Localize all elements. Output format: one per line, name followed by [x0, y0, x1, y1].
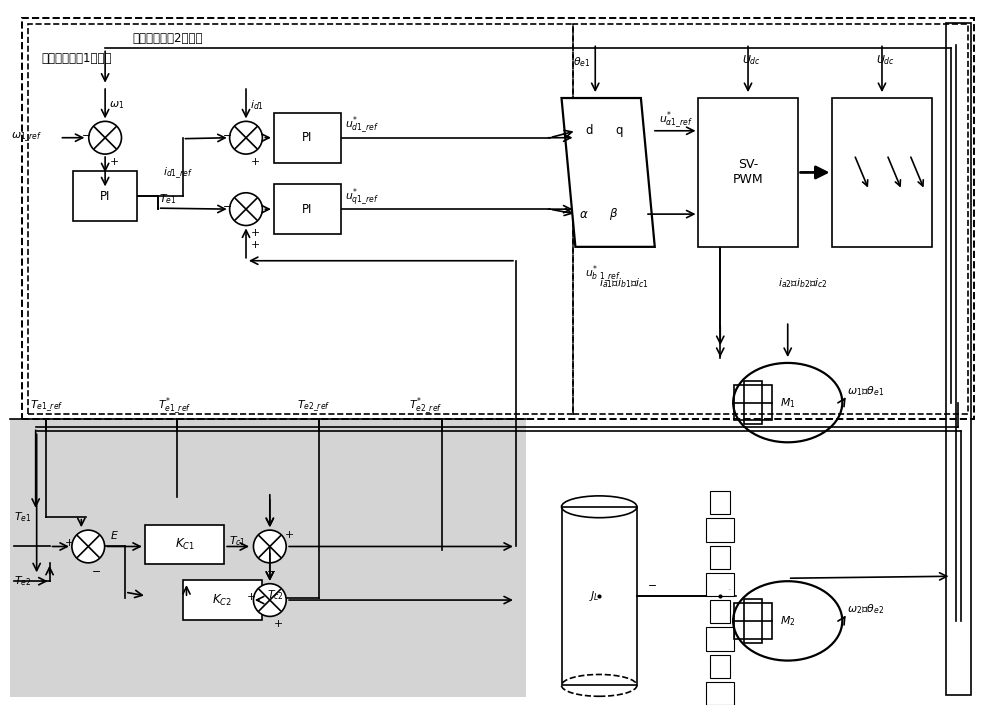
Text: 永磁同步电机2控制环: 永磁同步电机2控制环	[133, 32, 203, 45]
Text: $\theta_{e1}$: $\theta_{e1}$	[573, 55, 591, 69]
Text: $J_L$: $J_L$	[589, 589, 600, 603]
Text: $\omega_{1\_ref}$: $\omega_{1\_ref}$	[11, 131, 42, 144]
Bar	[706, 627, 734, 651]
Bar	[734, 603, 772, 639]
Bar	[28, 23, 573, 413]
Text: $U_{dc}$: $U_{dc}$	[876, 53, 895, 67]
Text: $M_2$: $M_2$	[780, 614, 795, 628]
Text: $u_{d1\_ref}^{*}$: $u_{d1\_ref}^{*}$	[345, 115, 379, 137]
Text: $+$: $+$	[64, 537, 74, 548]
Text: $K_{C1}$: $K_{C1}$	[175, 537, 194, 552]
Text: $+$: $+$	[250, 239, 260, 251]
Text: $i_{d1}$: $i_{d1}$	[250, 98, 264, 112]
Text: $T_{e1}$: $T_{e1}$	[159, 193, 176, 206]
Text: $u_{\alpha 1\_ref}^{*}$: $u_{\alpha 1\_ref}^{*}$	[659, 110, 693, 132]
Text: PI: PI	[100, 190, 110, 202]
Text: $K_{C2}$: $K_{C2}$	[212, 593, 232, 607]
Text: $+$: $+$	[273, 618, 283, 629]
Text: $+$: $+$	[250, 227, 260, 239]
Bar	[274, 113, 341, 163]
Circle shape	[72, 530, 105, 563]
Text: $-$: $-$	[81, 129, 91, 139]
Text: $-$: $-$	[222, 129, 232, 139]
Bar	[744, 381, 762, 424]
Text: $\beta$: $\beta$	[609, 206, 618, 222]
Bar	[562, 507, 637, 685]
Text: $-$: $-$	[91, 565, 101, 576]
Bar	[706, 573, 734, 596]
Bar	[73, 171, 137, 221]
Text: PI: PI	[302, 202, 313, 216]
Text: d: d	[585, 125, 593, 137]
Text: $-$: $-$	[647, 579, 657, 589]
Text: $U_{dc}$: $U_{dc}$	[742, 53, 761, 67]
Bar	[832, 98, 932, 247]
Text: PI: PI	[302, 131, 313, 144]
Bar	[698, 98, 798, 247]
Circle shape	[230, 121, 262, 154]
Bar	[946, 23, 971, 695]
Bar	[744, 599, 762, 643]
Text: $-$: $-$	[222, 200, 232, 210]
Text: $T_{c1}$: $T_{c1}$	[229, 535, 246, 549]
Circle shape	[89, 121, 121, 154]
Text: $T_{e1\_ref}^{*}$: $T_{e1\_ref}^{*}$	[158, 396, 191, 417]
Bar	[274, 184, 341, 234]
Circle shape	[253, 583, 286, 617]
Bar	[573, 23, 968, 413]
Text: SV-
PWM: SV- PWM	[733, 159, 763, 186]
Text: $+$: $+$	[246, 590, 256, 602]
Bar	[183, 581, 262, 620]
Bar	[710, 600, 730, 623]
Circle shape	[253, 530, 286, 563]
Text: $T_{e2\_ref}^{*}$: $T_{e2\_ref}^{*}$	[409, 396, 442, 417]
Text: .: .	[728, 586, 730, 590]
Text: $E$: $E$	[110, 529, 119, 541]
Text: $T_{e1\_ref}$: $T_{e1\_ref}$	[30, 399, 63, 414]
Text: $u_{q1\_ref}^{*}$: $u_{q1\_ref}^{*}$	[345, 186, 379, 208]
Text: $M_1$: $M_1$	[780, 396, 795, 409]
Bar	[710, 491, 730, 514]
Bar	[710, 546, 730, 569]
Text: $+$: $+$	[284, 529, 294, 540]
Text: $i_{d1\_ref}$: $i_{d1\_ref}$	[163, 166, 193, 181]
Text: $+$: $+$	[250, 156, 260, 167]
Text: q: q	[615, 125, 623, 137]
Text: $T_{e2}$: $T_{e2}$	[14, 574, 31, 588]
Text: $T_{e1}$: $T_{e1}$	[14, 510, 31, 524]
Bar	[706, 682, 734, 705]
Bar	[145, 525, 224, 564]
Text: $+$: $+$	[109, 156, 119, 167]
Circle shape	[230, 193, 262, 226]
Text: $\omega_2$、$\theta_{e2}$: $\omega_2$、$\theta_{e2}$	[847, 602, 884, 616]
Bar	[22, 18, 974, 419]
Bar	[10, 419, 526, 697]
Text: $u_{b\ 1\_ref}^{*}$: $u_{b\ 1\_ref}^{*}$	[585, 264, 622, 285]
Polygon shape	[562, 98, 655, 247]
Bar	[706, 518, 734, 542]
Text: $\alpha$: $\alpha$	[579, 207, 589, 221]
Text: $i_{a2}$、$i_{b2}$、$i_{c2}$: $i_{a2}$、$i_{b2}$、$i_{c2}$	[778, 277, 828, 290]
Text: $T_{e2\_ref}$: $T_{e2\_ref}$	[297, 399, 330, 414]
Text: $\omega_1$、$\theta_{e1}$: $\omega_1$、$\theta_{e1}$	[847, 384, 884, 398]
Bar	[734, 384, 772, 421]
Text: 永磁同步电机1控制环: 永磁同步电机1控制环	[42, 52, 112, 65]
Bar	[710, 655, 730, 678]
Text: $i_{a1}$、$i_{b1}$、$i_{c1}$: $i_{a1}$、$i_{b1}$、$i_{c1}$	[599, 277, 649, 290]
Text: $T_{c2}$: $T_{c2}$	[267, 588, 284, 602]
Text: $-$: $-$	[266, 565, 276, 576]
Text: $\omega_1$: $\omega_1$	[109, 99, 124, 111]
